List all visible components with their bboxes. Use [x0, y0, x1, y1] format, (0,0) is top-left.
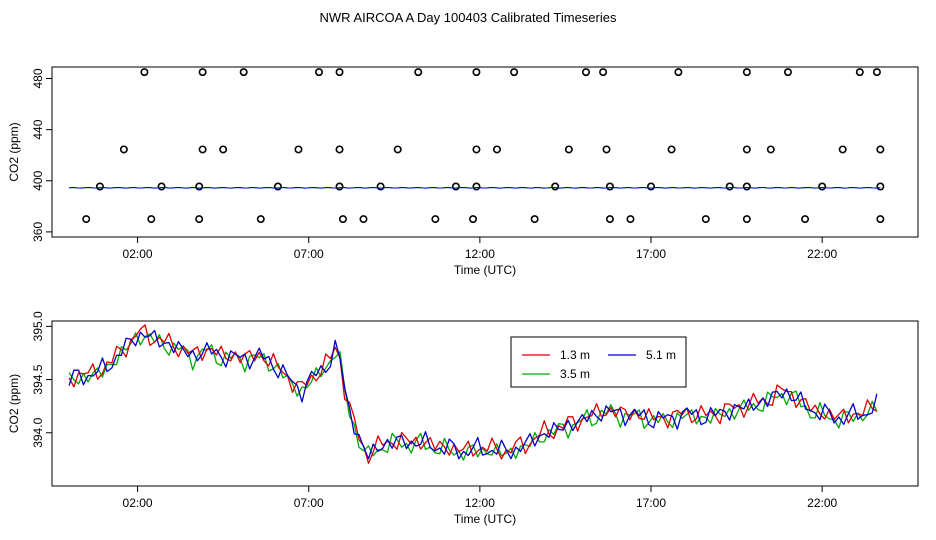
scatter-point: [530, 215, 539, 224]
scatter-point: [855, 68, 864, 77]
x-axis-label: Time (UTC): [454, 512, 516, 526]
scatter-point: [147, 215, 156, 224]
scatter-point: [838, 145, 847, 154]
panel-tower-lines: 02:00 07:00 12:00 17:00 22:00 394.0 394.5 395.0…: [7, 311, 919, 526]
scatter-point: [599, 68, 608, 77]
scatter-point: [667, 145, 676, 154]
scatter-point: [451, 182, 460, 191]
plot-frame: [51, 320, 919, 487]
scatter-point: [564, 145, 573, 154]
scatter-point: [335, 145, 344, 154]
scatter-point: [239, 68, 248, 77]
scatter-point: [472, 182, 481, 191]
scatter-point: [742, 215, 751, 224]
scatter-point: [256, 215, 265, 224]
panel-calibrated-scatter: 02:00 07:00 12:00 17:00 22:00 360 400 440 480 Tim…: [7, 66, 919, 277]
scatter-point: [294, 145, 303, 154]
y-tick-label: 394.0: [31, 417, 45, 447]
x-tick-label: 17:00: [636, 247, 666, 261]
y-tick-label: 440: [31, 119, 45, 139]
scatter-point: [198, 68, 207, 77]
scatter-point: [273, 182, 282, 191]
scatter-point: [414, 68, 423, 77]
scatter-point: [701, 215, 710, 224]
scatter-point: [605, 215, 614, 224]
scatter-point: [359, 215, 368, 224]
scatter-point: [492, 145, 501, 154]
y-tick-label: 395.0: [31, 311, 45, 341]
scatter-point: [551, 182, 560, 191]
scatter-point: [198, 145, 207, 154]
scatter-point: [431, 215, 440, 224]
x-axis-label: Time (UTC): [454, 263, 516, 277]
scatter-point: [766, 145, 775, 154]
plot-frame: [51, 66, 919, 238]
legend-label: 3.5 m: [560, 367, 590, 381]
scatter-point: [626, 215, 635, 224]
scatter-point: [647, 182, 656, 191]
x-tick-label: 02:00: [123, 247, 153, 261]
scatter-point: [119, 145, 128, 154]
y-tick-label: 400: [31, 170, 45, 190]
y-tick-label: 480: [31, 68, 45, 88]
legend-box: [510, 336, 687, 388]
scatter-point: [157, 182, 166, 191]
x-tick-label: 07:00: [294, 247, 324, 261]
x-tick-label: 22:00: [807, 247, 837, 261]
scatter-point: [674, 68, 683, 77]
scatter-point: [581, 68, 590, 77]
scatter-point: [742, 182, 751, 191]
x-tick-label: 02:00: [123, 496, 153, 510]
scatter-point: [472, 68, 481, 77]
scatter-point: [335, 182, 344, 191]
x-tick-label: 22:00: [807, 496, 837, 510]
scatter-point: [605, 182, 614, 191]
y-tick-label: 360: [31, 222, 45, 242]
x-tick-label: 07:00: [294, 496, 324, 510]
y-axis-label: CO2 (ppm): [7, 122, 21, 181]
scatter-point: [876, 182, 885, 191]
scatter-point: [393, 145, 402, 154]
scatter-point: [472, 145, 481, 154]
scatter-point: [219, 145, 228, 154]
scatter-point: [742, 145, 751, 154]
figure-title: NWR AIRCOA A Day 100403 Calibrated Times…: [320, 10, 617, 25]
legend-label: 5.1 m: [646, 348, 676, 362]
x-tick-label: 17:00: [636, 496, 666, 510]
x-tick-label: 12:00: [465, 496, 495, 510]
scatter-point: [876, 215, 885, 224]
scatter-point: [602, 145, 611, 154]
scatter-point: [140, 68, 149, 77]
x-tick-label: 12:00: [465, 247, 495, 261]
series-line-5.1m: [68, 329, 878, 460]
scatter-point: [82, 215, 91, 224]
scatter-point: [195, 215, 204, 224]
y-tick-label: 394.5: [31, 364, 45, 394]
scatter-point: [876, 145, 885, 154]
series-line-blue: [69, 186, 881, 189]
legend-label: 1.3 m: [560, 348, 590, 362]
legend: 1.3 m 5.1 m 3.5 m: [510, 336, 687, 388]
scatter-point: [469, 215, 478, 224]
scatter-point: [335, 68, 344, 77]
scatter-point: [872, 68, 881, 77]
scatter-point: [338, 215, 347, 224]
scatter-point: [742, 68, 751, 77]
y-axis-label: CO2 (ppm): [7, 374, 21, 433]
series-line-1.3m: [68, 324, 878, 464]
scatter-point: [801, 215, 810, 224]
scatter-point: [95, 182, 104, 191]
scatter-point: [510, 68, 519, 77]
scatter-point: [376, 182, 385, 191]
scatter-point: [195, 182, 204, 191]
scatter-point: [818, 182, 827, 191]
scatter-point: [725, 182, 734, 191]
scatter-point: [314, 68, 323, 77]
scatter-point: [783, 68, 792, 77]
